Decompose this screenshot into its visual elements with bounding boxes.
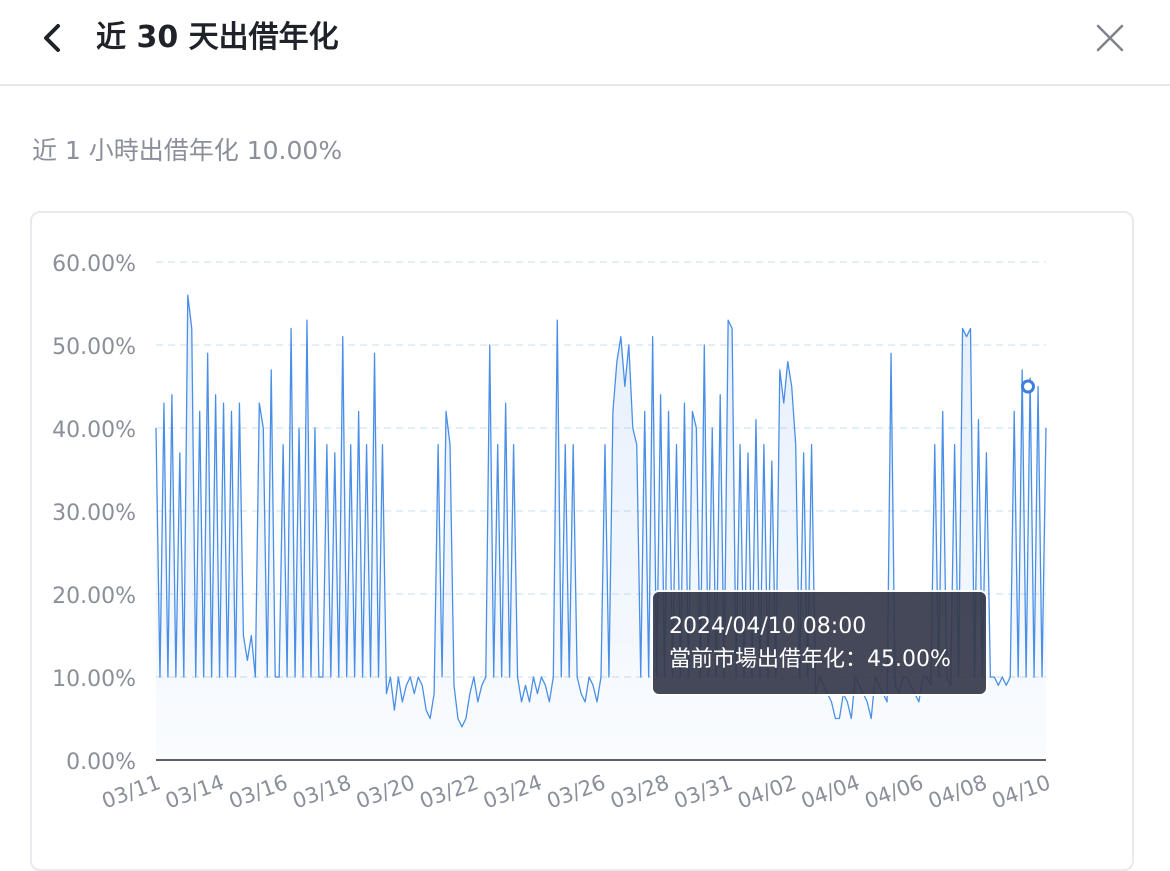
chart-card: 0.00% 10.00% 20.00% 30.00% 40.00% 50.00% 60.00…: [30, 211, 1134, 871]
last-hour-rate-text: 近 1 小時出借年化 10.00%: [32, 136, 343, 165]
x-tick-label: 04/02: [734, 770, 799, 813]
tooltip-time: 2024/04/10 08:00: [669, 614, 867, 639]
y-tick-label: 10.00%: [52, 667, 136, 692]
tooltip-label: 當前市場出借年化: [669, 647, 846, 672]
x-tick-label: 03/31: [671, 770, 736, 813]
highlight-point: [1021, 379, 1035, 394]
x-tick-label: 04/04: [798, 770, 863, 813]
close-icon: [1096, 24, 1124, 52]
tooltip-separator: ：: [845, 647, 868, 672]
x-tick-label: 03/11: [99, 770, 164, 813]
x-tick-label: 03/26: [544, 770, 609, 813]
y-tick-label: 30.00%: [52, 501, 136, 526]
y-tick-label: 20.00%: [52, 584, 136, 609]
y-tick-label: 0.00%: [66, 750, 136, 775]
x-tick-label: 03/20: [353, 770, 418, 813]
x-tick-label: 03/18: [289, 770, 354, 813]
back-button[interactable]: [30, 16, 74, 60]
chevron-left-icon: [44, 24, 60, 52]
page-title: 近 30 天出借年化: [96, 20, 339, 55]
tooltip-value: 45.00%: [867, 647, 951, 672]
x-tick-label: 04/10: [989, 770, 1054, 813]
y-tick-label: 50.00%: [52, 335, 136, 360]
x-tick-label: 03/14: [162, 770, 227, 813]
rate-area-chart[interactable]: 0.00% 10.00% 20.00% 30.00% 40.00% 50.00% 60.00…: [32, 213, 1132, 836]
chart-tooltip: 2024/04/10 08:00 當前市場出借年化：45.00%: [651, 590, 988, 696]
x-tick-label: 04/08: [925, 770, 990, 813]
close-button[interactable]: [1086, 16, 1134, 60]
x-tick-label: 03/28: [607, 770, 672, 813]
y-tick-label: 40.00%: [52, 418, 136, 443]
x-tick-label: 03/22: [416, 770, 481, 813]
tooltip-value-line: 當前市場出借年化：45.00%: [669, 643, 986, 676]
header-bar: 近 30 天出借年化: [0, 0, 1170, 86]
y-tick-label: 60.00%: [52, 252, 136, 277]
x-tick-label: 03/24: [480, 770, 545, 813]
x-tick-label: 04/06: [861, 770, 926, 813]
x-tick-label: 03/16: [226, 770, 291, 813]
